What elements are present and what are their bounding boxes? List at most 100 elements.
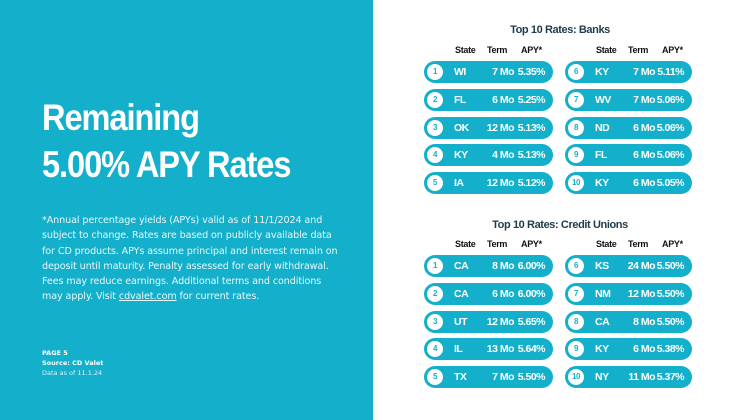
- term-cell: 6 Mo: [633, 343, 655, 356]
- rank-badge: 10: [568, 175, 584, 192]
- rate-row: 4 KY 4 Mo 5.13%: [424, 144, 553, 167]
- rate-row: 2 CA 6 Mo 6.00%: [424, 282, 553, 305]
- column-header-apy: APY*: [662, 239, 683, 249]
- apy-cell: 5.13%: [517, 149, 546, 162]
- disclaimer: *Annual percentage yields (APYs) valid a…: [42, 213, 342, 305]
- headline-line-2: 5.00% APY Rates: [42, 144, 291, 185]
- apy-cell: 5.12%: [517, 177, 546, 190]
- rate-row: 6 KS 24 Mo 5.50%: [565, 255, 692, 277]
- rate-row: 9 KY 6 Mo 5.38%: [565, 338, 692, 361]
- rate-row: 5 IA 12 Mo 5.12%: [424, 172, 553, 195]
- state-cell: KY: [595, 343, 609, 356]
- term-cell: 8 Mo: [492, 260, 514, 272]
- rate-row: 5 TX 7 Mo 5.50%: [424, 366, 553, 389]
- apy-cell: 5.11%: [657, 66, 684, 78]
- rank-badge: 7: [568, 285, 584, 302]
- term-cell: 8 Mo: [633, 315, 655, 328]
- rate-row: 7 NM 12 Mo 5.50%: [565, 282, 692, 305]
- term-cell: 7 Mo: [492, 66, 514, 78]
- rank-badge: 8: [568, 313, 584, 330]
- rank-badge: 2: [427, 91, 443, 108]
- term-cell: 13 Mo: [486, 343, 515, 356]
- rate-row: 10 KY 6 Mo 5.05%: [565, 172, 692, 195]
- term-cell: 12 Mo: [627, 287, 656, 300]
- column-header-state: State: [455, 45, 476, 55]
- column-header-state: State: [455, 239, 476, 249]
- apy-cell: 5.64%: [517, 343, 546, 356]
- disclaimer-tail: for current rates.: [176, 291, 260, 303]
- state-cell: NY: [595, 371, 609, 384]
- rank-badge: 1: [427, 64, 443, 80]
- column-header-term: Term: [487, 239, 508, 249]
- column-header-term: Term: [487, 45, 508, 55]
- rate-row: 7 WV 7 Mo 5.06%: [565, 88, 692, 111]
- column-header-term: Term: [628, 45, 649, 55]
- rank-badge: 5: [427, 175, 443, 192]
- rate-row: 9 FL 6 Mo 5.06%: [565, 144, 692, 167]
- state-cell: KY: [454, 149, 468, 162]
- state-cell: WI: [454, 66, 466, 78]
- rank-badge: 9: [568, 147, 584, 164]
- rank-badge: 7: [568, 91, 584, 108]
- state-cell: IL: [454, 343, 463, 356]
- column-header-apy: APY*: [521, 239, 542, 249]
- left-panel: Remaining 5.00% APY Rates *Annual percen…: [0, 0, 373, 420]
- term-cell: 7 Mo: [633, 93, 655, 106]
- column-header-apy: APY*: [662, 45, 683, 55]
- headline: Remaining 5.00% APY Rates: [42, 94, 324, 188]
- apy-cell: 5.50%: [656, 260, 685, 272]
- state-cell: FL: [595, 149, 607, 162]
- term-cell: 11 Mo: [628, 371, 655, 384]
- state-cell: IA: [454, 177, 464, 190]
- banks-title: Top 10 Rates: Banks: [510, 24, 610, 36]
- rank-badge: 3: [427, 313, 443, 330]
- rank-badge: 6: [568, 258, 584, 274]
- footer: PAGE 5 Source: CD Valet Data as of 11.1.…: [42, 348, 103, 378]
- rank-badge: 9: [568, 341, 584, 358]
- rate-row: 3 OK 12 Mo 5.13%: [424, 116, 553, 139]
- rate-row: 10 NY 11 Mo 5.37%: [565, 366, 692, 389]
- rate-row: 2 FL 6 Mo 5.25%: [424, 88, 553, 111]
- disclaimer-text: *Annual percentage yields (APYs) valid a…: [42, 215, 338, 303]
- cdvalet-link[interactable]: cdvalet.com: [118, 291, 177, 303]
- term-cell: 24 Mo: [627, 260, 656, 272]
- apy-cell: 5.50%: [656, 315, 685, 328]
- rank-badge: 6: [568, 64, 584, 80]
- state-cell: UT: [454, 315, 468, 328]
- state-cell: CA: [595, 315, 610, 328]
- state-cell: CA: [454, 287, 469, 300]
- term-cell: 6 Mo: [633, 177, 655, 190]
- apy-cell: 5.06%: [656, 121, 685, 134]
- as-of-label: Data as of 11.1.24: [42, 369, 103, 377]
- apy-cell: 5.05%: [656, 177, 685, 190]
- state-cell: WV: [595, 93, 611, 106]
- state-cell: TX: [454, 371, 467, 384]
- column-header-apy: APY*: [521, 45, 542, 55]
- apy-cell: 5.50%: [656, 287, 685, 300]
- term-cell: 12 Mo: [486, 315, 515, 328]
- state-cell: NM: [595, 287, 611, 300]
- rank-badge: 3: [427, 119, 443, 136]
- state-cell: CA: [454, 260, 469, 272]
- apy-cell: 6.00%: [517, 260, 546, 272]
- term-cell: 6 Mo: [492, 93, 514, 106]
- term-cell: 6 Mo: [633, 149, 655, 162]
- rank-badge: 1: [427, 258, 443, 274]
- state-cell: OK: [454, 121, 469, 134]
- apy-cell: 5.37%: [656, 371, 685, 384]
- apy-cell: 5.35%: [517, 66, 546, 78]
- column-header-term: Term: [628, 239, 649, 249]
- apy-cell: 5.13%: [517, 121, 546, 134]
- term-cell: 12 Mo: [486, 121, 515, 134]
- rate-row: 4 IL 13 Mo 5.64%: [424, 338, 553, 361]
- rank-badge: 5: [427, 369, 443, 386]
- rank-badge: 10: [568, 369, 584, 386]
- rate-row: 1 WI 7 Mo 5.35%: [424, 61, 553, 83]
- rate-row: 6 KY 7 Mo 5.11%: [565, 61, 692, 83]
- apy-cell: 5.50%: [517, 371, 546, 384]
- credit-unions-title: Top 10 Rates: Credit Unions: [492, 219, 628, 231]
- rate-row: 8 CA 8 Mo 5.50%: [565, 310, 692, 333]
- headline-line-1: Remaining: [42, 97, 200, 138]
- apy-cell: 5.65%: [517, 315, 546, 328]
- apy-cell: 5.06%: [656, 93, 685, 106]
